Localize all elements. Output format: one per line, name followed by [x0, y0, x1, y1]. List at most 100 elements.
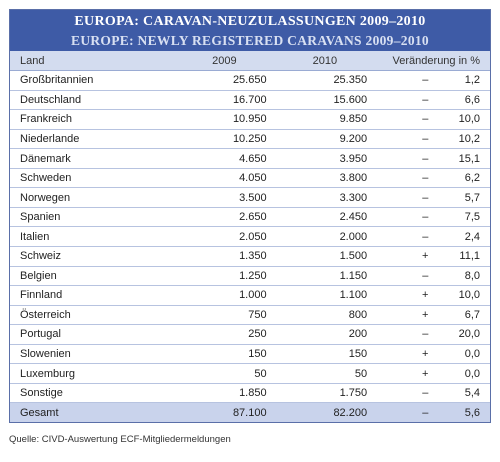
cell-change-sign: –: [375, 109, 429, 130]
cell-2010: 3.300: [274, 187, 376, 208]
column-header-2010: 2010: [274, 51, 376, 72]
table-row: Großbritannien 25.650 25.350–1,2: [10, 70, 490, 91]
cell-2009: 1.850: [174, 383, 275, 404]
cell-2009: 2.050: [174, 226, 275, 247]
cell-2010: 3.950: [274, 148, 376, 169]
cell-change-value: 10,0: [428, 109, 490, 130]
cell-change-value: 6,2: [428, 168, 490, 189]
table-row: Österreich 750 800 +6,7: [10, 305, 490, 326]
cell-land: Spanien: [10, 207, 175, 228]
cell-2010: 82.200: [274, 402, 376, 423]
column-header-2009: 2009: [174, 51, 275, 72]
cell-land: Großbritannien: [10, 70, 175, 91]
cell-change-sign: –: [375, 148, 429, 169]
table-subtitle: EUROPE: NEWLY REGISTERED CARAVANS 2009–2…: [71, 32, 429, 48]
table-row: Finnland 1.000 1.100 +10,0: [10, 285, 490, 306]
cell-change-value: 5,4: [428, 383, 490, 404]
table-row: Dänemark 4.650 3.950–15,1: [10, 148, 490, 169]
cell-change-sign: –: [375, 70, 429, 91]
cell-2009: 10.250: [174, 129, 275, 150]
table-row: Schweden 4.050 3.800–6,2: [10, 168, 490, 189]
cell-change-value: 0,0: [428, 344, 490, 365]
cell-2010: 1.100: [274, 285, 376, 306]
cell-land: Finnland: [10, 285, 175, 306]
source-note: Quelle: CIVD-Auswertung ECF-Mitgliederme…: [9, 434, 231, 445]
cell-2009: 87.100: [174, 402, 275, 423]
cell-2009: 250: [174, 324, 275, 345]
cell-2009: 1.250: [174, 266, 275, 287]
cell-2009: 4.650: [174, 148, 275, 169]
cell-change-value: 20,0: [428, 324, 490, 345]
cell-2010: 15.600: [274, 90, 376, 111]
cell-change-sign: –: [375, 90, 429, 111]
cell-2009: 4.050: [174, 168, 275, 189]
table-row: Belgien 1.250 1.150–8,0: [10, 266, 490, 287]
cell-change-sign: –: [375, 207, 429, 228]
cell-change-value: 6,6: [428, 90, 490, 111]
cell-change-sign: –: [375, 402, 429, 423]
cell-land: Belgien: [10, 266, 175, 287]
cell-land: Deutschland: [10, 90, 175, 111]
cell-2009: 750: [174, 305, 275, 326]
cell-2009: 10.950: [174, 109, 275, 130]
cell-2009: 2.650: [174, 207, 275, 228]
column-header-change: Veränderung in %: [375, 51, 490, 72]
cell-2009: 1.350: [174, 246, 275, 267]
cell-change-value: 10,0: [428, 285, 490, 306]
cell-change-value: 8,0: [428, 266, 490, 287]
cell-change-sign: –: [375, 226, 429, 247]
table-row: Italien 2.050 2.000–2,4: [10, 226, 490, 247]
table-frame: EUROPA: CARAVAN-NEUZULASSUNGEN 2009–2010…: [9, 9, 491, 424]
cell-land: Dänemark: [10, 148, 175, 169]
cell-change-sign: –: [375, 383, 429, 404]
table-row: Norwegen 3.500 3.300–5,7: [10, 187, 490, 208]
cell-change-sign: +: [375, 344, 429, 365]
table-row: Portugal 250 200–20,0: [10, 324, 490, 345]
cell-land: Norwegen: [10, 187, 175, 208]
cell-land: Italien: [10, 226, 175, 247]
cell-change-value: 5,6: [428, 402, 490, 423]
cell-land: Schweiz: [10, 246, 175, 267]
registrations-table: Land 2009 2010 Veränderung in % Großbrit…: [10, 51, 490, 423]
table-row: Deutschland 16.700 15.600–6,6: [10, 90, 490, 111]
cell-2010: 9.200: [274, 129, 376, 150]
cell-2010: 25.350: [274, 70, 376, 91]
cell-change-sign: +: [375, 363, 429, 384]
table-row: Slowenien 150 150 +0,0: [10, 344, 490, 365]
cell-land: Luxemburg: [10, 363, 175, 384]
table-row: Schweiz 1.350 1.500 +11,1: [10, 246, 490, 267]
cell-2010: 3.800: [274, 168, 376, 189]
cell-change-sign: +: [375, 305, 429, 326]
cell-change-value: 2,4: [428, 226, 490, 247]
cell-2010: 2.450: [274, 207, 376, 228]
cell-2009: 25.650: [174, 70, 275, 91]
cell-land: Sonstige: [10, 383, 175, 404]
cell-change-sign: –: [375, 324, 429, 345]
cell-2010: 9.850: [274, 109, 376, 130]
cell-change-sign: –: [375, 168, 429, 189]
title-bar: EUROPA: CARAVAN-NEUZULASSUNGEN 2009–2010…: [10, 10, 490, 51]
cell-change-value: 10,2: [428, 129, 490, 150]
cell-land: Österreich: [10, 305, 175, 326]
table-row: Niederlande 10.250 9.200–10,2: [10, 129, 490, 150]
cell-land: Portugal: [10, 324, 175, 345]
cell-change-value: 6,7: [428, 305, 490, 326]
table-row: Luxemburg 50 50 +0,0: [10, 363, 490, 384]
cell-land: Niederlande: [10, 129, 175, 150]
cell-land: Frankreich: [10, 109, 175, 130]
cell-2010: 2.000: [274, 226, 376, 247]
cell-2010: 800: [274, 305, 376, 326]
cell-2009: 50: [174, 363, 275, 384]
cell-change-value: 11,1: [428, 246, 490, 267]
cell-change-sign: –: [375, 129, 429, 150]
cell-land: Gesamt: [10, 402, 175, 423]
table-row: Spanien 2.650 2.450–7,5: [10, 207, 490, 228]
cell-2010: 1.150: [274, 266, 376, 287]
total-row: Gesamt 87.100 82.200–5,6: [10, 402, 490, 423]
cell-2010: 50: [274, 363, 376, 384]
table-row: Sonstige 1.850 1.750–5,4: [10, 383, 490, 404]
cell-2009: 16.700: [174, 90, 275, 111]
cell-change-value: 15,1: [428, 148, 490, 169]
cell-change-value: 0,0: [428, 363, 490, 384]
cell-land: Slowenien: [10, 344, 175, 365]
